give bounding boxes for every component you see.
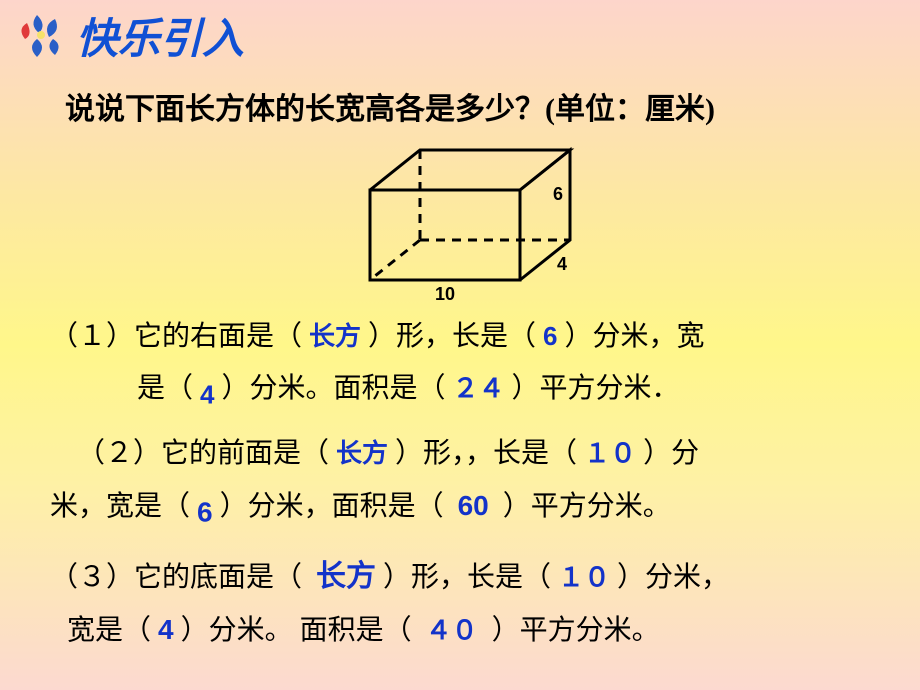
text: （２）它的前面是（ xyxy=(77,438,329,469)
cuboid-diagram: 6 4 10 xyxy=(0,140,920,305)
dim-height-label: 6 xyxy=(553,184,563,204)
text: （１）它的右面是（ xyxy=(50,321,302,352)
section-title: 快乐引入 xyxy=(76,5,244,66)
ans-shape-2: 长方 xyxy=(336,438,388,468)
ans-area-3: ４０ xyxy=(426,615,478,645)
text: ）形，长是（ xyxy=(383,562,551,593)
flower-logo-icon xyxy=(15,11,70,61)
ans-area-1: ２４ xyxy=(453,373,505,403)
item-3: （３）它的底面是（ 长方 ）形，长是（ １０ ）分米， 宽是（ 4 ）分米。 面… xyxy=(50,549,870,657)
ans-dim1-2: １０ xyxy=(584,438,636,468)
dim-length-label: 10 xyxy=(435,284,455,304)
text: ）平方分米。 xyxy=(492,615,660,646)
text: ）平方分米。 xyxy=(503,491,671,522)
answer-block: （１）它的右面是（ 长方 ）形，长是（ 6 ）分米，宽 是（ 4 ）分米。面积是… xyxy=(0,311,920,657)
ans-dim2-3: 4 xyxy=(158,614,174,645)
text: ）形，，长是（ xyxy=(395,438,577,469)
ans-dim1-3: １０ xyxy=(558,562,610,592)
header: 快乐引入 xyxy=(0,0,920,66)
ans-shape-1: 长方 xyxy=(309,321,361,351)
ans-dim2-1: 4 xyxy=(200,379,214,409)
text: 宽是（ xyxy=(67,615,151,646)
dim-width-label: 4 xyxy=(557,254,567,274)
item-1: （１）它的右面是（ 长方 ）形，长是（ 6 ）分米，宽 是（ 4 ）分米。面积是… xyxy=(50,311,870,418)
text: （３）它的底面是（ xyxy=(50,562,302,593)
item-2: （２）它的前面是（ 长方 ）形，，长是（ １０ ）分 米，宽是（ 6 ）分米，面… xyxy=(50,428,870,538)
ans-area-2: 60 xyxy=(458,490,489,521)
text: ）分米。面积是（ xyxy=(221,373,445,404)
ans-dim1-1: 6 xyxy=(543,321,557,351)
text: ）平方分米． xyxy=(512,373,680,404)
text: 是（ xyxy=(137,373,193,404)
text: ）形，长是（ xyxy=(368,321,536,352)
text: ）分 xyxy=(643,438,699,469)
ans-shape-3: 长方 xyxy=(316,560,376,593)
main-question: 说说下面长方体的长宽高各是多少？(单位：厘米) xyxy=(65,84,920,128)
ans-dim2-2: 6 xyxy=(197,497,213,528)
text: ）分米， xyxy=(617,562,729,593)
text: ）分米，宽 xyxy=(565,321,705,352)
text: 米，宽是（ xyxy=(50,491,190,522)
text: ）分米。 面积是（ xyxy=(181,615,412,646)
text: ）分米，面积是（ xyxy=(220,491,444,522)
